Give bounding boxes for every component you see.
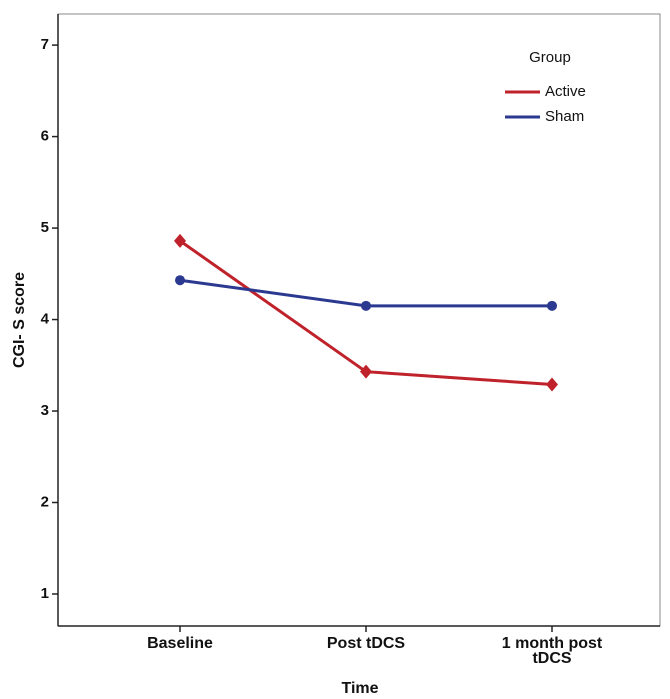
x-tick-label: Post tDCS	[326, 635, 406, 652]
point	[360, 364, 372, 379]
series-line	[179, 239, 553, 386]
y-axis-title: CGI- S score	[11, 272, 28, 368]
point	[361, 300, 371, 311]
plot-frame	[57, 13, 661, 627]
x-tick-label: Baseline	[147, 635, 213, 652]
y-tick-label: 4	[41, 311, 50, 328]
y-tick-label: 7	[41, 36, 49, 53]
point	[547, 300, 557, 311]
point	[174, 233, 186, 248]
y-tick-label: 5	[41, 219, 49, 236]
legend-label: Sham	[545, 108, 584, 125]
y-tick-label: 1	[41, 585, 49, 602]
y-tick-label: 3	[41, 402, 49, 419]
y-tick-label: 6	[41, 128, 49, 145]
point	[546, 377, 558, 392]
legend-title: Group	[529, 49, 571, 66]
x-tick-label: 1 month post tDCS	[501, 635, 603, 667]
legend-label: Active	[545, 83, 586, 100]
point	[175, 275, 185, 286]
x-axis-title: Time	[341, 680, 378, 697]
y-tick-label: 2	[41, 493, 49, 510]
